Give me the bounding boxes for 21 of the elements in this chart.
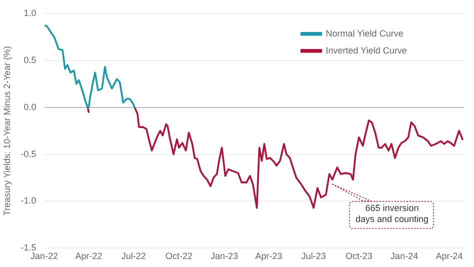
x-tick-label: Oct-23 xyxy=(345,251,372,262)
y-axis-title: Treasury Yields: 10-Year Minus 2-Year (%) xyxy=(2,46,12,216)
callout: 665 inversion days and counting xyxy=(331,183,435,230)
y-tick-label: -1.5 xyxy=(20,242,36,253)
x-tick-label: Oct-22 xyxy=(165,251,192,262)
x-tick-label: Apr-24 xyxy=(436,251,463,262)
y-tick-label: -0.5 xyxy=(20,148,36,159)
y-tick-label: -1.0 xyxy=(20,196,36,206)
x-tick-label: Apr-22 xyxy=(75,251,102,262)
x-tick-label: Jan-22 xyxy=(30,251,58,262)
x-tick-label: Apr-23 xyxy=(255,251,282,262)
annotation: 665 inversion days and counting xyxy=(355,203,429,225)
y-tick-label: 1.0 xyxy=(24,8,36,18)
legend-label: Normal Yield Curve xyxy=(326,28,404,38)
legend-label: Inverted Yield Curve xyxy=(326,45,407,56)
x-tick-label: Jul-22 xyxy=(121,251,146,262)
x-tick-label: Jan-24 xyxy=(390,251,418,262)
x-tick-label: Jan-23 xyxy=(210,251,238,262)
x-tick-label: Jul-23 xyxy=(301,251,326,262)
y-tick-label: 0.0 xyxy=(24,102,36,112)
y-tick-label: 0.5 xyxy=(24,54,36,65)
